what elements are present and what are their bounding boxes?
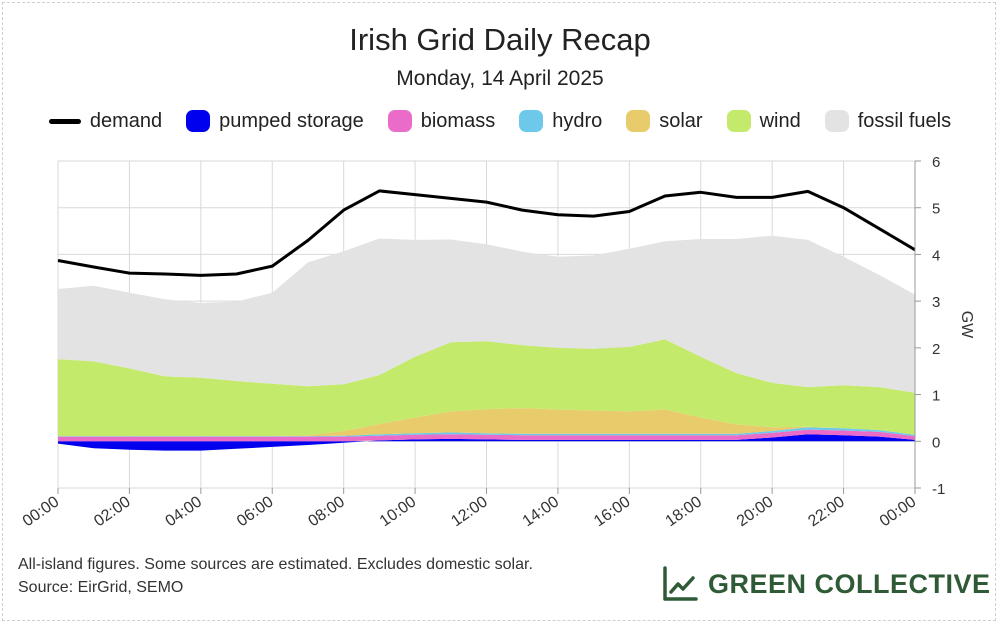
x-tick-label: 18:00: [662, 493, 705, 530]
x-tick-label: 00:00: [877, 493, 920, 530]
x-tick-label: 04:00: [163, 493, 206, 530]
y-tick-label: 1: [932, 388, 940, 405]
legend-swatch-solar: [626, 110, 651, 132]
x-tick-label: 16:00: [591, 493, 634, 530]
legend-label-hydro: hydro: [552, 109, 603, 132]
legend-swatch-wind: [726, 110, 751, 132]
line-layer: [57, 189, 916, 277]
area-biomass: [58, 429, 915, 442]
y-tick-label: -1: [932, 481, 945, 498]
legend-label-pumped-storage: pumped storage: [219, 109, 364, 132]
brand-logo: GREEN COLLECTIVE: [662, 566, 991, 602]
legend-label-fossil-fuels: fossil fuels: [857, 109, 952, 132]
legend-label-demand: demand: [89, 109, 163, 132]
y-tick-label: 3: [932, 294, 940, 311]
x-tick-label: 20:00: [734, 493, 777, 530]
x-tick-label: 00:00: [20, 493, 63, 530]
legend-item-fossil-fuels[interactable]: fossil fuels: [824, 109, 952, 133]
legend-swatch-hydro: [519, 110, 544, 132]
x-tick-label: 22:00: [805, 493, 848, 530]
x-tick-label: 12:00: [448, 493, 491, 530]
x-tick-label: 06:00: [234, 493, 277, 530]
legend-label-wind: wind: [759, 109, 801, 132]
legend-swatch-demand: [48, 118, 81, 124]
area-fossil-fuels: [58, 235, 915, 393]
legend-item-pumped-storage[interactable]: pumped storage: [186, 110, 364, 133]
source-text: Source: EirGrid, SEMO: [18, 579, 184, 596]
y-tick-label: 0: [932, 434, 940, 451]
y-tick-label: 4: [932, 247, 940, 264]
y-tick-label: 5: [932, 201, 940, 218]
x-tick-label: 02:00: [91, 493, 134, 530]
legend-item-solar[interactable]: solar: [626, 109, 703, 133]
x-tick-label: 14:00: [520, 493, 563, 530]
y-tick-label: 2: [932, 341, 940, 358]
y-tick-label: 6: [932, 154, 940, 171]
legend-item-hydro[interactable]: hydro: [519, 110, 602, 133]
area-hydro: [58, 427, 915, 437]
x-tick-label: 10:00: [377, 493, 420, 530]
footnote-text: All-island figures. Some sources are est…: [18, 556, 533, 573]
legend-label-solar: solar: [659, 109, 703, 132]
chart-title: Irish Grid Daily Recap: [349, 22, 651, 57]
chart-line-icon: [663, 566, 698, 601]
brand-name: GREEN COLLECTIVE: [708, 568, 991, 599]
legend-label-biomass: biomass: [420, 109, 496, 132]
legend-swatch-fossil-fuels: [824, 110, 849, 132]
legend-item-wind[interactable]: wind: [726, 109, 801, 133]
legend-item-demand[interactable]: demand: [48, 109, 163, 133]
y-axis-label: GW: [958, 311, 975, 339]
legend-swatch-pumped-storage: [186, 110, 211, 132]
x-tick-label: 08:00: [305, 493, 348, 530]
chart-legend: demand pumped storage biomass hydro sola…: [0, 107, 1000, 135]
legend-item-biomass[interactable]: biomass: [387, 109, 496, 133]
chart-subtitle: Monday, 14 April 2025: [396, 67, 604, 90]
area-solar: [58, 408, 915, 437]
legend-swatch-biomass: [387, 110, 412, 132]
area-wind: [58, 339, 915, 437]
area-pumped-storage: [58, 434, 915, 451]
line-demand: [57, 189, 916, 277]
area-layer: [58, 235, 915, 451]
